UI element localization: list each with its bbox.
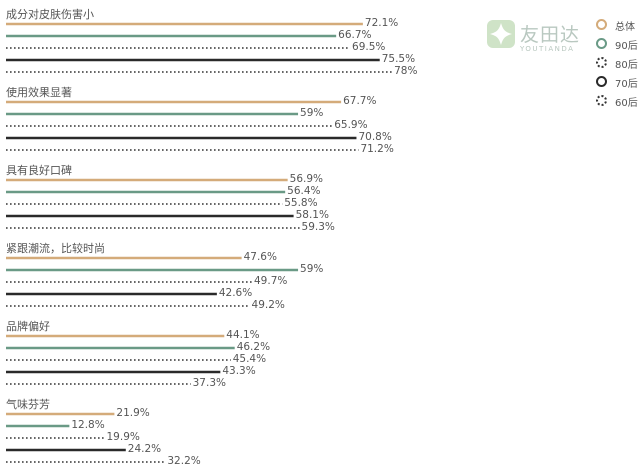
bar-value-label: 49.7% [254,275,287,287]
bar-value-label: 72.1% [365,17,398,29]
bar-value-label: 70.8% [358,131,391,143]
chart-legend: 总体 90后 80后 70后 60后 [595,16,640,111]
brand-logo: 友田达 YOUTIANDA [487,20,587,54]
legend-item: 总体 [595,16,640,35]
bar-value-label: 59% [300,107,323,119]
category-label: 使用效果显著 [6,85,72,99]
bar-value-label: 69.5% [352,41,385,53]
bar-value-label: 66.7% [338,29,371,41]
legend-label: 总体 [615,22,635,33]
bar-value-label: 42.6% [219,287,252,299]
bar-value-label: 55.8% [284,197,317,209]
bar-value-label: 45.4% [233,353,266,365]
bar-value-label: 56.9% [290,173,323,185]
bar-value-label: 59.3% [302,221,335,233]
legend-item: 90后 [595,35,640,54]
legend-item: 80后 [595,54,640,73]
category-label: 品牌偏好 [6,319,50,333]
legend-marker-icon [596,76,607,87]
logo-icon [487,20,515,48]
bar-value-label: 65.9% [334,119,367,131]
logo-subtitle: YOUTIANDA [520,45,575,53]
bar-value-label: 71.2% [360,143,393,155]
legend-label: 80后 [615,60,638,71]
bar-value-label: 32.2% [167,455,200,467]
logo-name: 友田达 [520,24,581,46]
category-label: 具有良好口碑 [6,163,72,177]
category-label: 紧跟潮流，比较时尚 [6,241,105,255]
category-label: 气味芬芳 [6,397,50,411]
bar-value-label: 43.3% [222,365,255,377]
bar-value-label: 78% [394,65,417,77]
bar-value-label: 58.1% [296,209,329,221]
legend-label: 70后 [615,79,638,90]
legend-label: 60后 [615,98,638,109]
legend-marker-icon [596,57,607,68]
bar-value-label: 59% [300,263,323,275]
category-label: 成分对皮肤伤害小 [6,7,94,21]
bar-value-label: 49.2% [252,299,285,311]
bar-value-label: 19.9% [107,431,140,443]
bar-value-label: 47.6% [244,251,277,263]
legend-marker-icon [596,38,607,49]
legend-marker-icon [596,95,607,106]
legend-label: 90后 [615,41,638,52]
bar-value-label: 56.4% [287,185,320,197]
bar-value-label: 46.2% [237,341,270,353]
legend-item: 70后 [595,73,640,92]
bar-value-label: 21.9% [116,407,149,419]
legend-item: 60后 [595,92,640,111]
bar-value-label: 67.7% [343,95,376,107]
bar-value-label: 12.8% [71,419,104,431]
bar-value-label: 75.5% [382,53,415,65]
bar-value-label: 24.2% [128,443,161,455]
legend-marker-icon [596,19,607,30]
bar-value-label: 37.3% [193,377,226,389]
bar-value-label: 44.1% [226,329,259,341]
